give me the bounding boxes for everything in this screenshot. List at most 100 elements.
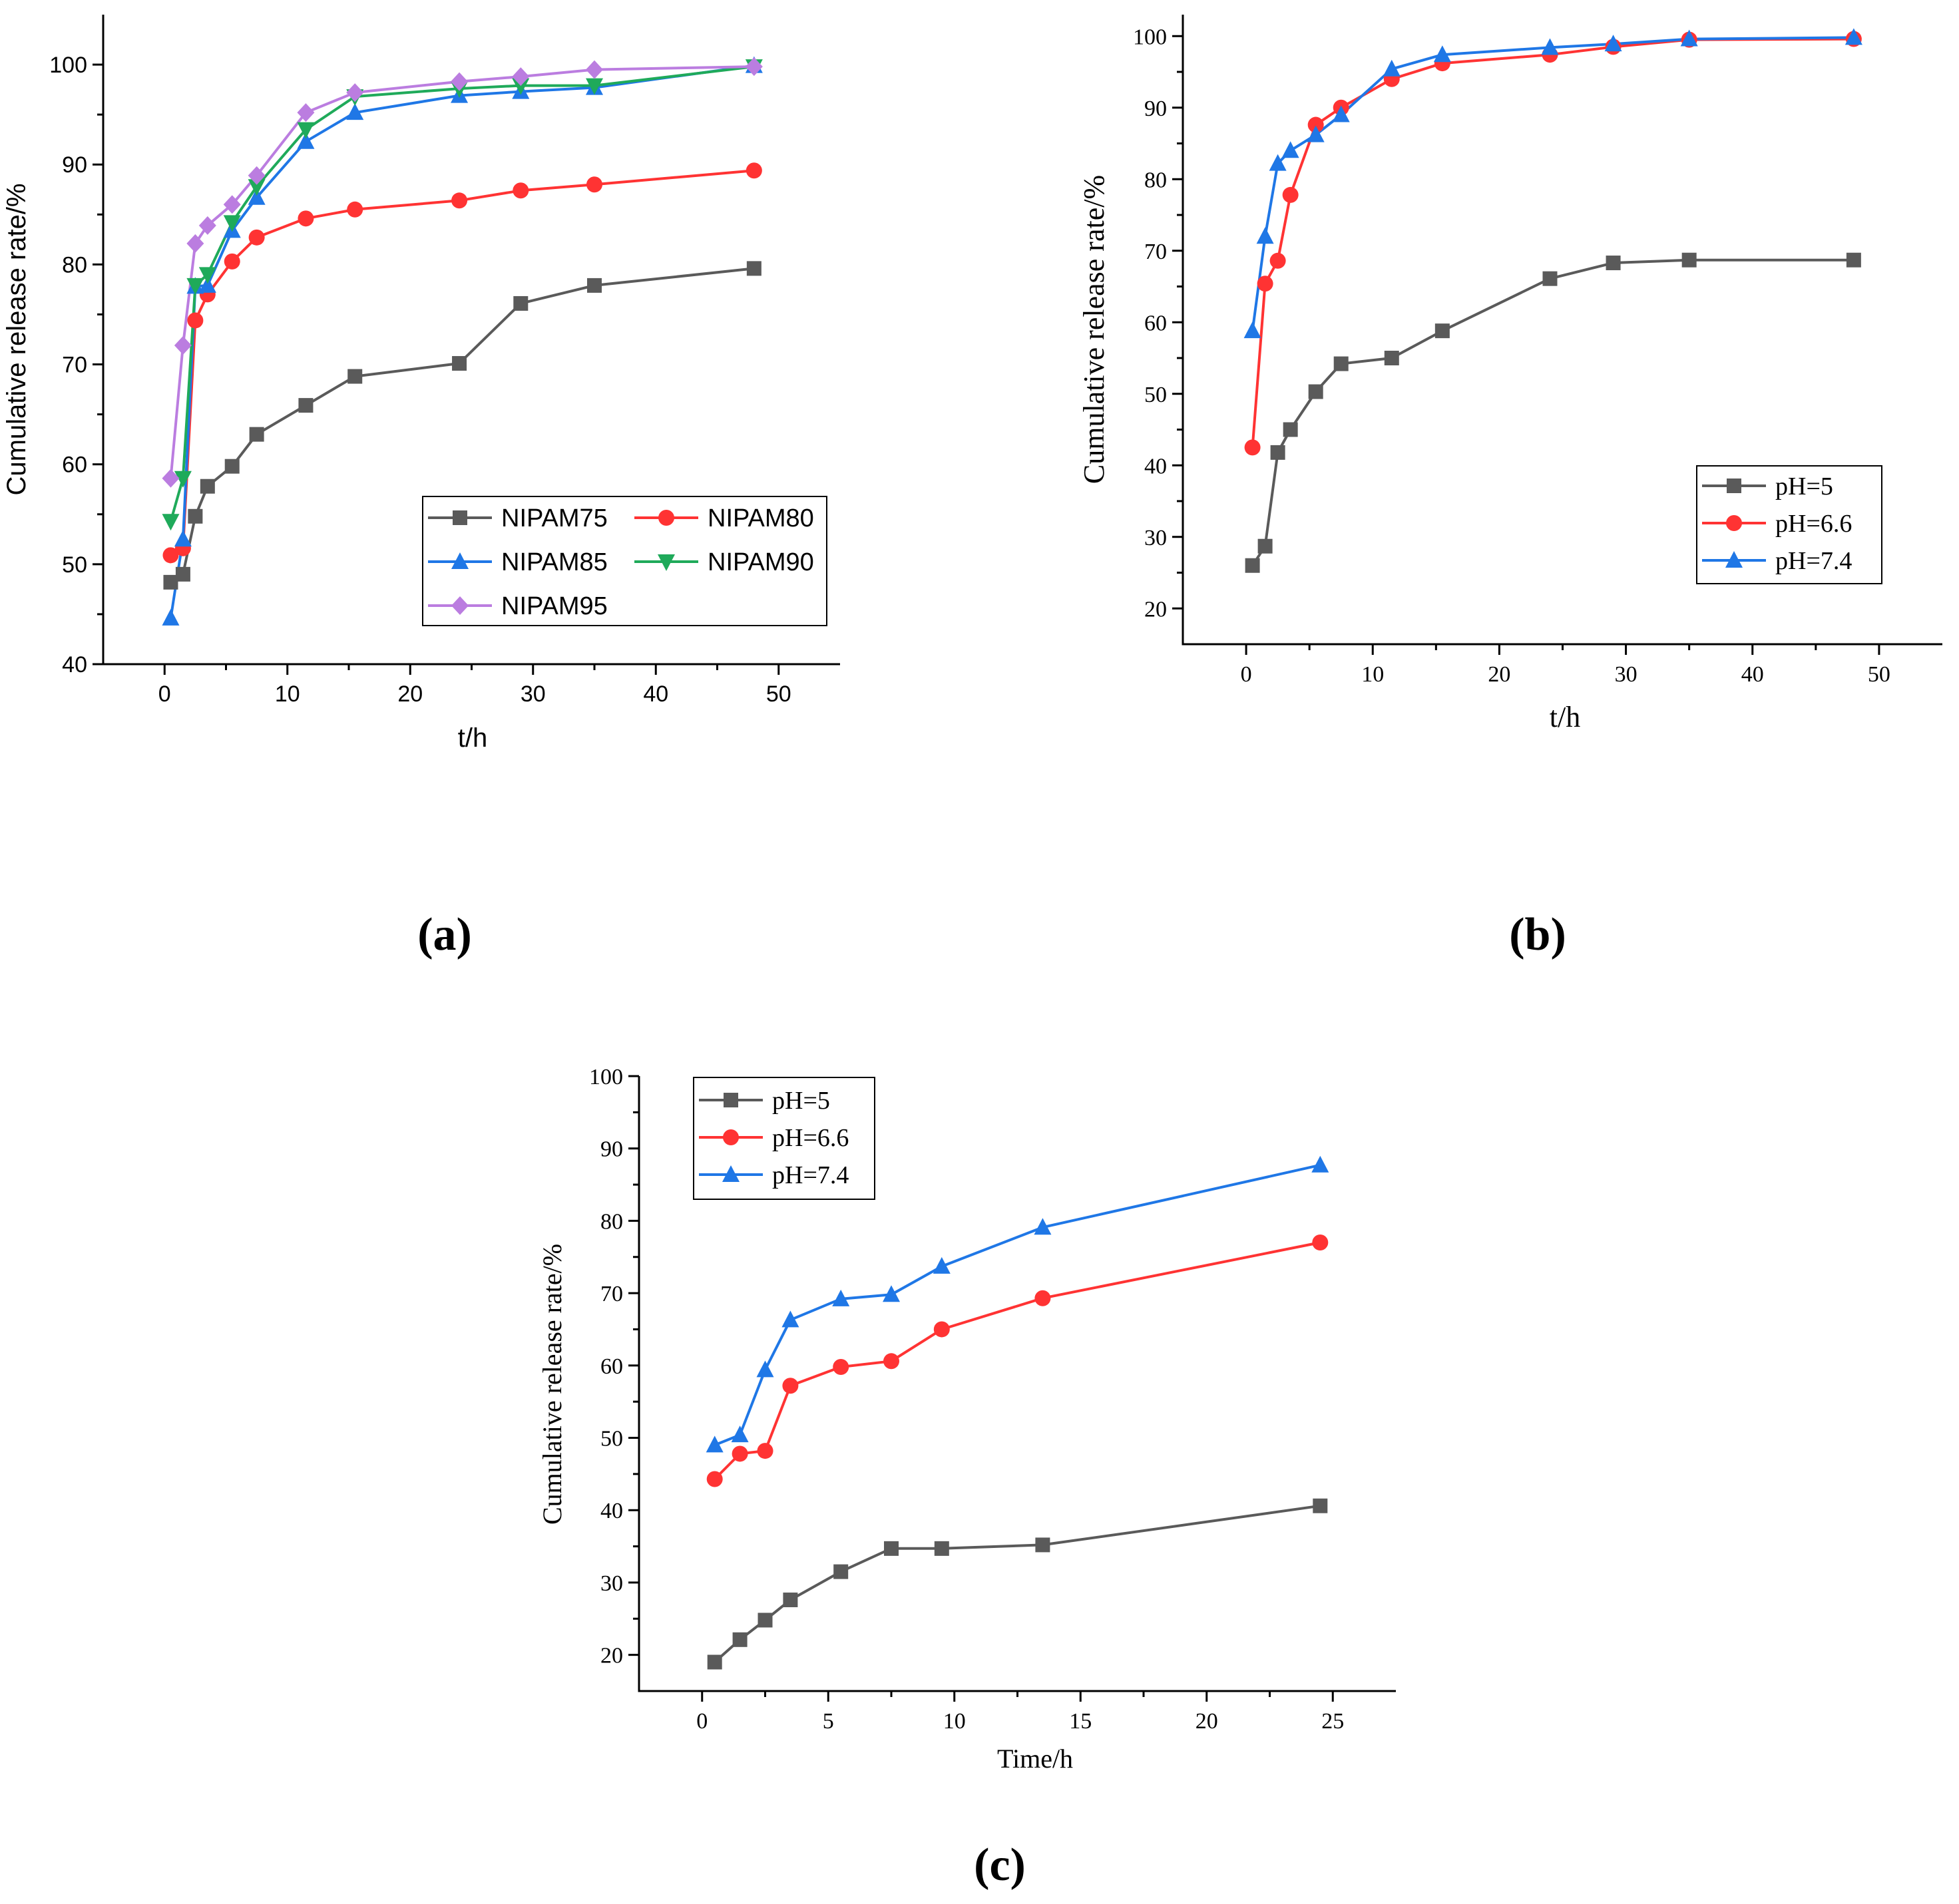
chart-panel-b: 0 10 20 30 40 50 20 30 40 50 60 70 80 90 100 t/h Cumul…: [1078, 15, 1942, 960]
data-point-b-0-1: [1257, 538, 1273, 554]
data-point-b-0-11: [1846, 252, 1861, 268]
data-point-a-3-6: [297, 122, 315, 139]
y-tick-label-c-7: 90: [600, 1137, 623, 1162]
series-line-a-0: [170, 267, 755, 584]
y-tick-label-b-4: 60: [1144, 311, 1167, 335]
series-line-a-1: [170, 169, 754, 557]
legend-label-a-0: NIPAM75: [501, 504, 608, 532]
x-tick-label-b-5: 50: [1868, 662, 1890, 687]
y-axis-label-a: Cumulative release rate/%: [2, 183, 31, 495]
data-point-c-0-2: [758, 1613, 773, 1628]
legend-marker-a-3: [658, 554, 675, 571]
data-point-c-1-7: [1034, 1290, 1051, 1306]
data-point-a-3-1: [174, 471, 192, 488]
legend-marker-c-2: [722, 1165, 740, 1182]
data-point-c-1-5: [883, 1353, 899, 1370]
data-point-a-3-5: [248, 179, 266, 196]
data-point-a-4-4: [223, 195, 241, 214]
data-point-a-1-8: [451, 192, 468, 209]
data-point-b-2-4: [1307, 125, 1325, 142]
axis-frame-b: [1182, 15, 1942, 646]
data-point-c-0-5: [884, 1541, 899, 1556]
x-tick-label-a-3: 30: [521, 681, 546, 707]
data-point-c-2-8: [1311, 1155, 1329, 1173]
x-tick-label-b-2: 20: [1488, 662, 1510, 687]
data-point-a-1-7: [347, 201, 363, 218]
legend-label-b-2: pH=7.4: [1775, 547, 1852, 575]
legend-label-a-1: NIPAM80: [708, 504, 814, 532]
data-point-a-0-0: [163, 574, 178, 590]
data-point-c-1-0: [706, 1471, 723, 1487]
legend-b: pH=5 pH=6.6 pH=7.4: [1696, 465, 1882, 584]
y-tick-label-b-2: 40: [1144, 454, 1167, 478]
y-tick-label-a-4: 80: [62, 252, 87, 278]
data-point-b-2-8: [1541, 38, 1559, 55]
data-point-b-1-1: [1257, 276, 1273, 292]
x-tick-label-b-0: 0: [1241, 662, 1252, 687]
data-point-b-2-1: [1256, 227, 1274, 244]
data-point-b-2-6: [1383, 59, 1401, 77]
legend-marker-a-1: [658, 510, 674, 526]
x-axis-label-b: t/h: [1550, 701, 1580, 733]
data-point-c-2-7: [1034, 1218, 1052, 1235]
panel-label-a: (a): [417, 909, 472, 960]
data-point-a-4-10: [586, 60, 603, 79]
legend-marker-c-0: [724, 1093, 738, 1107]
x-tick-label-c-5: 25: [1321, 1709, 1344, 1734]
data-point-c-2-5: [883, 1285, 900, 1302]
data-point-c-0-3: [783, 1593, 798, 1608]
legend-marker-a-2: [451, 552, 469, 569]
data-point-a-0-11: [746, 261, 762, 276]
series-line-a-4: [169, 65, 754, 478]
data-point-c-2-3: [781, 1310, 799, 1328]
data-point-a-2-1: [174, 530, 192, 547]
x-tick-label-b-4: 40: [1741, 662, 1764, 687]
data-point-c-2-6: [933, 1256, 951, 1274]
data-point-a-0-1: [175, 566, 190, 582]
y-tick-label-a-0: 40: [62, 652, 87, 677]
y-tick-label-b-8: 100: [1133, 25, 1167, 49]
data-point-c-0-1: [732, 1632, 748, 1647]
y-tick-label-a-6: 100: [49, 53, 87, 78]
y-tick-label-a-3: 70: [62, 353, 87, 378]
x-tick-label-a-2: 20: [397, 681, 423, 707]
axis-frame-a: [102, 15, 840, 666]
data-point-a-3-3: [198, 267, 216, 284]
legend-marker-b-1: [1726, 515, 1742, 531]
legend-label-b-1: pH=6.6: [1775, 510, 1852, 538]
y-tick-label-b-7: 90: [1144, 96, 1167, 121]
data-point-a-0-9: [513, 295, 529, 311]
data-point-a-3-9: [512, 78, 530, 95]
x-axis-label-c: Time/h: [997, 1744, 1073, 1774]
data-point-c-0-7: [1035, 1537, 1050, 1553]
data-point-a-4-11: [745, 57, 763, 77]
data-point-b-0-0: [1245, 558, 1260, 573]
y-tick-label-b-1: 30: [1144, 526, 1167, 550]
data-point-b-2-10: [1680, 29, 1698, 47]
data-point-a-4-2: [186, 234, 204, 253]
data-point-c-2-2: [756, 1360, 774, 1378]
x-tick-label-a-5: 50: [766, 681, 791, 707]
y-tick-label-b-5: 70: [1144, 240, 1167, 264]
data-point-a-1-2: [187, 312, 204, 329]
data-point-b-1-4: [1307, 116, 1324, 133]
data-point-b-1-0: [1244, 439, 1261, 456]
data-point-a-3-2: [186, 278, 204, 295]
legend-label-a-3: NIPAM90: [708, 548, 814, 576]
data-point-a-2-7: [346, 103, 364, 120]
data-point-c-2-4: [832, 1289, 850, 1306]
data-point-c-2-1: [731, 1426, 749, 1443]
y-tick-label-c-8: 100: [589, 1065, 623, 1089]
legend-marker-b-0: [1727, 478, 1741, 493]
data-point-a-4-0: [162, 469, 180, 488]
data-point-a-4-5: [248, 166, 266, 185]
y-tick-label-a-2: 60: [62, 453, 87, 478]
data-point-b-2-5: [1332, 105, 1350, 122]
legend-marker-a-0: [453, 510, 467, 525]
x-axis-label-a: t/h: [458, 723, 487, 753]
data-point-a-3-10: [586, 78, 603, 95]
data-point-a-0-10: [587, 278, 602, 293]
y-tick-label-c-1: 30: [600, 1571, 623, 1596]
data-point-c-0-6: [934, 1541, 949, 1556]
